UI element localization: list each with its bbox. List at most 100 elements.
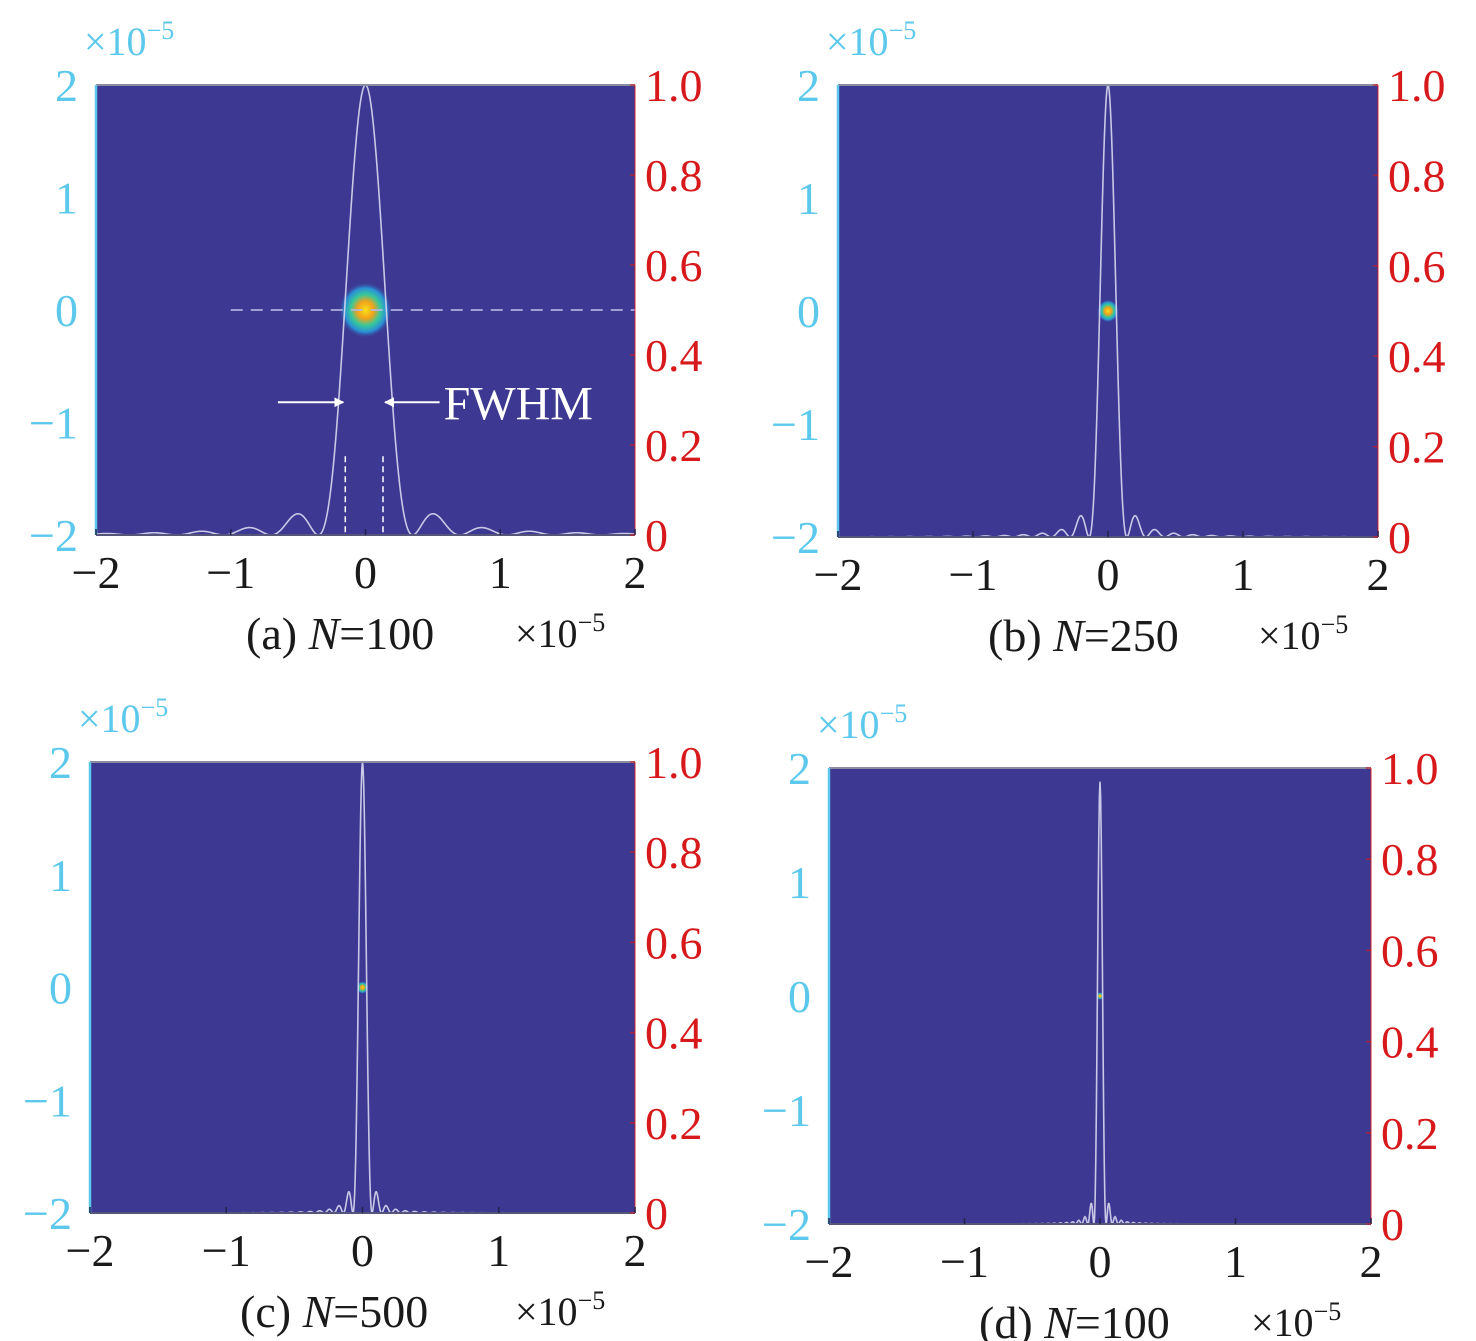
y-exponent-label: ×10−5 xyxy=(84,16,174,64)
focal-spot xyxy=(1097,299,1119,323)
right-y-tick-label: 0.8 xyxy=(1381,834,1439,885)
y-exponent-label: ×10−5 xyxy=(826,16,916,64)
x-tick-label: 1 xyxy=(489,547,512,598)
right-y-tick-label: 0.6 xyxy=(1381,925,1439,976)
left-y-tick-label: 0 xyxy=(49,963,72,1014)
x-tick-label: 1 xyxy=(487,1225,510,1276)
y-exponent-label: ×10−5 xyxy=(78,693,168,741)
right-y-tick-label: 0 xyxy=(645,1188,668,1239)
right-y-tick-label: 0.2 xyxy=(1381,1108,1439,1159)
left-y-tick-label: 0 xyxy=(788,971,811,1022)
left-y-tick-label: 2 xyxy=(49,737,72,788)
panel-a: FWHM−2 −1 0 1 2210−1−21.00.80.60.40.20×10−5(… xyxy=(29,16,702,659)
x-tick-label: 0 xyxy=(351,1225,374,1276)
caption-value: =500 xyxy=(333,1286,428,1337)
x-tick-label: 2 xyxy=(1360,1236,1383,1287)
x-tick-label: −1 xyxy=(940,1236,989,1287)
right-y-tick-label: 1.0 xyxy=(645,60,703,111)
y-exponent-label: ×10−5 xyxy=(817,699,907,747)
x-tick-label: −2 xyxy=(66,1225,115,1276)
panel-caption: (d) N=100 xyxy=(979,1297,1170,1341)
right-y-tick-label: 1.0 xyxy=(645,737,703,788)
caption-variable: N xyxy=(1043,1297,1077,1341)
x-tick-label: 2 xyxy=(624,547,647,598)
caption-variable: N xyxy=(308,608,342,659)
x-exponent-power: −5 xyxy=(1314,1297,1342,1326)
x-exponent-power: −5 xyxy=(578,608,606,637)
right-y-tick-label: 0 xyxy=(645,510,668,561)
x-exponent-label: ×10−5 xyxy=(515,1286,605,1334)
panel-caption: (b) N=250 xyxy=(988,610,1179,661)
x-tick-label: 2 xyxy=(624,1225,647,1276)
y-exponent-base: ×10 xyxy=(78,696,141,741)
x-tick-label: −1 xyxy=(202,1225,251,1276)
right-y-tick-label: 0.4 xyxy=(645,1008,703,1059)
right-y-tick-label: 1.0 xyxy=(1388,60,1446,111)
x-tick-label: −1 xyxy=(206,547,255,598)
right-y-tick-label: 0.6 xyxy=(645,240,703,291)
caption-prefix: (b) xyxy=(988,610,1053,661)
x-tick-label: 1 xyxy=(1232,549,1255,600)
left-y-tick-label: −2 xyxy=(23,1188,72,1239)
x-tick-label: −2 xyxy=(805,1236,854,1287)
right-y-tick-label: 0.4 xyxy=(1388,331,1446,382)
caption-variable: N xyxy=(302,1286,336,1337)
panel-caption: (c) N=500 xyxy=(240,1286,428,1337)
right-y-tick-label: 0.2 xyxy=(645,1098,703,1149)
right-y-tick-label: 0.8 xyxy=(645,827,703,878)
x-tick-label: 2 xyxy=(1367,549,1390,600)
right-y-tick-label: 1.0 xyxy=(1381,743,1439,794)
caption-prefix: (c) xyxy=(240,1286,303,1337)
x-exponent-base: ×10 xyxy=(1251,1300,1314,1341)
caption-variable: N xyxy=(1052,610,1086,661)
left-y-tick-label: 1 xyxy=(49,850,72,901)
left-y-tick-label: −1 xyxy=(29,398,78,449)
left-y-tick-label: 1 xyxy=(55,173,78,224)
x-exponent-label: ×10−5 xyxy=(1251,1297,1341,1341)
right-y-tick-label: 0.6 xyxy=(645,917,703,968)
right-y-tick-label: 0 xyxy=(1381,1199,1404,1250)
fwhm-label: FWHM xyxy=(444,377,593,430)
left-y-tick-label: 2 xyxy=(788,743,811,794)
left-y-tick-label: −2 xyxy=(29,510,78,561)
right-y-tick-label: 0.4 xyxy=(645,330,703,381)
x-exponent-label: ×10−5 xyxy=(515,608,605,656)
left-y-tick-label: 1 xyxy=(788,857,811,908)
focal-spot xyxy=(338,281,393,339)
caption-value: =250 xyxy=(1084,610,1179,661)
left-y-tick-label: −1 xyxy=(771,399,820,450)
x-tick-label: −1 xyxy=(949,549,998,600)
x-exponent-power: −5 xyxy=(578,1286,606,1315)
left-y-tick-label: −1 xyxy=(762,1085,811,1136)
right-y-tick-label: 0.2 xyxy=(1388,422,1446,473)
x-tick-label: 0 xyxy=(354,547,377,598)
caption-value: =100 xyxy=(339,608,434,659)
y-exponent-power: −5 xyxy=(147,16,175,45)
x-exponent-label: ×10−5 xyxy=(1258,610,1348,658)
caption-prefix: (a) xyxy=(246,608,309,659)
right-y-tick-label: 0.4 xyxy=(1381,1017,1439,1068)
y-exponent-base: ×10 xyxy=(817,702,880,747)
x-tick-label: −2 xyxy=(814,549,863,600)
x-tick-label: 0 xyxy=(1089,1236,1112,1287)
x-exponent-power: −5 xyxy=(1321,610,1349,639)
x-exponent-base: ×10 xyxy=(515,611,578,656)
x-tick-label: 0 xyxy=(1097,549,1120,600)
left-y-tick-label: 0 xyxy=(797,286,820,337)
caption-value: =100 xyxy=(1075,1297,1170,1341)
right-y-tick-label: 0.8 xyxy=(645,150,703,201)
x-exponent-base: ×10 xyxy=(1258,613,1321,658)
y-exponent-power: −5 xyxy=(880,699,908,728)
y-exponent-power: −5 xyxy=(141,693,169,722)
caption-prefix: (d) xyxy=(979,1297,1044,1341)
y-exponent-power: −5 xyxy=(889,16,917,45)
left-y-tick-label: −1 xyxy=(23,1075,72,1126)
left-y-tick-label: 0 xyxy=(55,285,78,336)
right-y-tick-label: 0.8 xyxy=(1388,150,1446,201)
focal-spot xyxy=(356,981,369,994)
x-tick-label: −2 xyxy=(72,547,121,598)
right-y-tick-label: 0 xyxy=(1388,512,1411,563)
left-y-tick-label: −2 xyxy=(762,1199,811,1250)
